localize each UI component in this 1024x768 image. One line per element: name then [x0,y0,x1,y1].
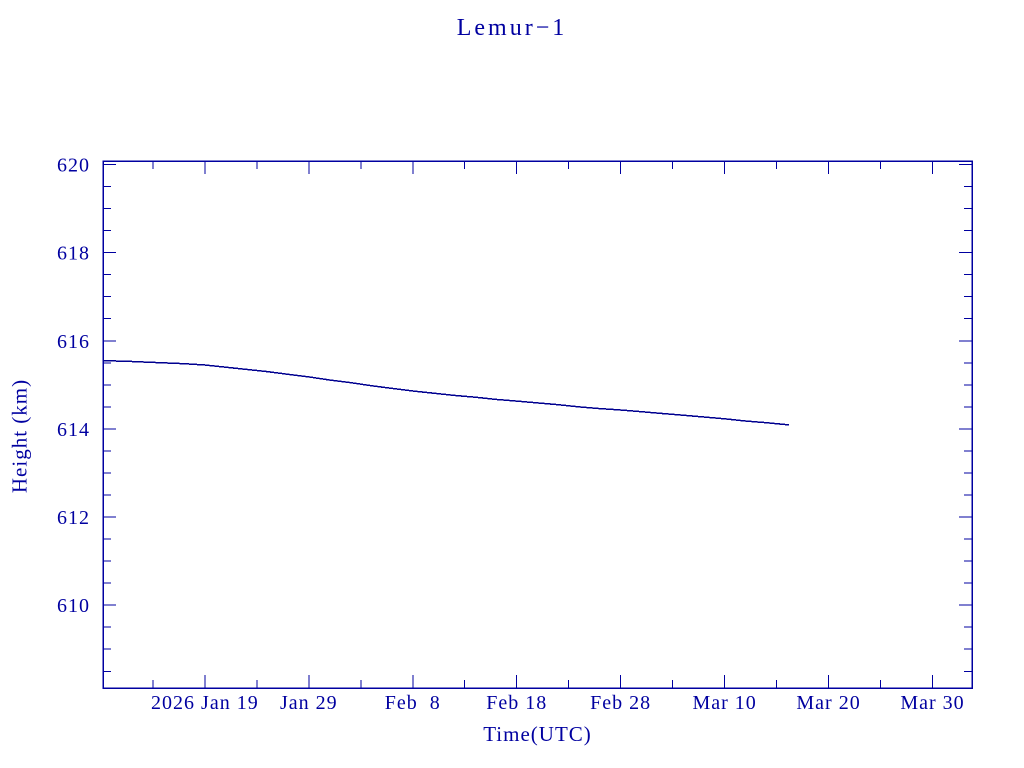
x-tick-label: Jan 29 [280,692,338,714]
chart-title: Lemur−1 [456,15,568,41]
y-tick-label: 618 [57,243,90,265]
x-tick-label: Mar 10 [692,692,756,714]
x-tick-label: Feb 18 [486,692,547,714]
x-tick-label: Feb 8 [385,692,441,714]
y-tick-label: 614 [57,419,90,441]
x-axis-label: Time(UTC) [483,722,592,746]
x-tick-label: 2026 Jan 19 [151,692,259,714]
x-tick-label: Mar 20 [796,692,860,714]
y-tick-label: 610 [57,595,90,617]
y-tick-label: 612 [57,507,90,529]
y-tick-label: 620 [57,155,90,177]
x-tick-label: Mar 30 [900,692,964,714]
plot-frame [102,160,973,689]
x-tick-label: Feb 28 [590,692,651,714]
height-series-line [102,359,790,426]
y-axis-label: Height (km) [7,378,32,494]
y-tick-label: 616 [57,331,90,353]
